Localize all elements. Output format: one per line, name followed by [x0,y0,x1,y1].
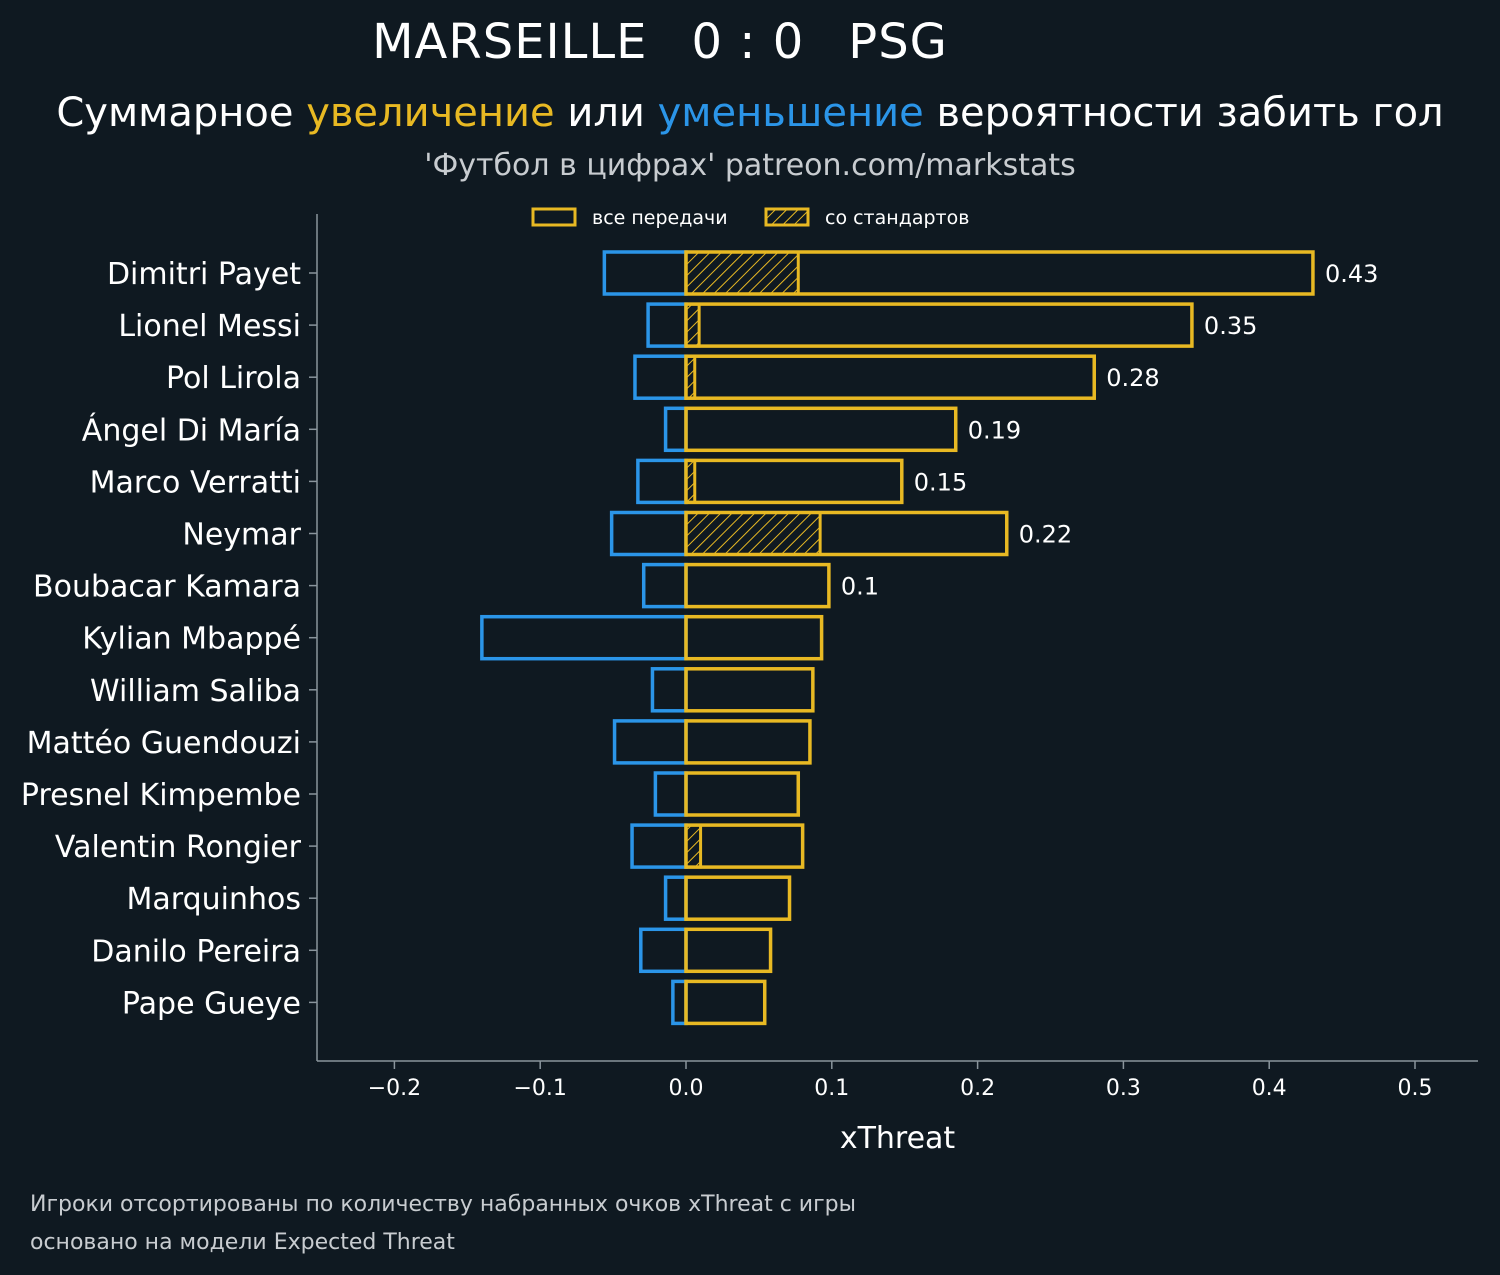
value-label: 0.28 [1106,364,1159,392]
decrease-bar [602,250,688,296]
chart-bars [480,250,1315,1026]
legend-label-set-pieces: со стандартов [825,207,969,229]
footnote-line-1: Игроки отсортированы по количеству набра… [30,1192,856,1217]
decrease-bar [641,562,688,609]
player-label: William Saliba [90,674,301,709]
set-piece-bar [684,250,800,296]
player-label: Valentin Rongier [55,830,302,865]
value-label: 0.43 [1325,260,1378,288]
decrease-bar [663,406,688,453]
increase-bar [684,458,904,505]
increase-bar [684,562,831,609]
player-label: Danilo Pereira [91,934,301,969]
decrease-bar [663,875,688,921]
source-credit: 'Футбол в цифрах' patreon.com/markstats [424,148,1076,183]
player-label: Pol Lirola [166,361,301,396]
increase-bar [684,354,1096,400]
legend-swatch-all-passes [531,207,577,227]
increase-bar [684,614,824,661]
player-label: Pape Gueye [122,986,301,1021]
increase-bar [684,719,812,765]
increase-bar [684,406,958,453]
increase-bar [684,927,773,974]
increase-bar [684,875,792,921]
value-label: 0.19 [968,416,1021,444]
player-label: Neymar [182,518,301,553]
player-label: Lionel Messi [118,309,301,344]
decrease-bar [609,510,688,557]
x-tick-label: 0.2 [960,1076,995,1101]
subtitle-text-1: Суммарное [56,90,307,136]
player-label: Ángel Di María [82,412,301,448]
subtitle-increase-word: увеличение [306,90,555,136]
decrease-bar [612,719,688,765]
player-label: Dimitri Payet [107,257,301,292]
decrease-bar [480,614,688,661]
value-label: 0.15 [914,468,967,496]
value-label: 0.1 [841,573,879,601]
player-label: Presnel Kimpembe [21,778,301,813]
decrease-bar [633,354,688,400]
decrease-bar [671,979,688,1026]
x-axis-label: xThreat [840,1121,956,1156]
footnote-line-2: основано на модели Expected Threat [30,1230,455,1255]
increase-bar [684,667,815,713]
subtitle-decrease-word: уменьшение [657,90,924,136]
decrease-bar [650,667,688,713]
set-piece-bar [684,511,822,556]
chart-axes: −0.2 −0.1 0.0 0.1 0.2 0.3 0.4 0.5 xThreat [309,214,1478,1156]
increase-bar [684,250,1315,296]
value-label: 0.35 [1204,312,1257,340]
increase-bar [684,302,1194,348]
decrease-bar [630,823,688,869]
x-tick-label: 0.0 [669,1076,704,1101]
footnote: Игроки отсортированы по количеству набра… [30,1186,856,1262]
x-tick-label: 0.1 [814,1076,849,1101]
increase-bar [684,823,805,869]
match-title: MARSEILLE 0 : 0 PSG [0,14,1320,70]
x-tick-label: −0.2 [368,1076,421,1101]
player-label: Mattéo Guendouzi [27,726,301,761]
x-tick-label: 0.5 [1398,1076,1433,1101]
legend-swatch-set-pieces [764,207,810,227]
decrease-bar [636,458,688,505]
score: 0 : 0 [691,14,805,70]
player-label: Marco Verratti [90,465,301,500]
decrease-bar [646,302,688,348]
increase-bar [684,510,1009,557]
chart-subtitle: Суммарное увеличение или уменьшение веро… [0,90,1500,136]
subtitle-text-2: или [554,90,658,136]
x-tick-label: 0.3 [1106,1076,1141,1101]
chart-labels: Dimitri Payet 0.43 Lionel Messi 0.35 Pol Lir… [21,257,1379,1021]
legend-label-all-passes: все передачи [592,207,728,229]
subtitle-text-3: вероятности забить гол [923,90,1444,136]
away-team: PSG [848,14,948,70]
player-label: Marquinhos [127,882,301,917]
decrease-bar [653,771,688,817]
decrease-bar [639,927,688,974]
chart-legend: все передачи со стандартов [531,207,969,229]
x-tick-label: −0.1 [513,1076,566,1101]
x-tick-label: 0.4 [1252,1076,1287,1101]
player-label: Boubacar Kamara [33,570,301,605]
increase-bar [684,979,767,1026]
increase-bar [684,771,801,817]
player-label: Kylian Mbappé [82,622,301,657]
set-piece-bar [684,302,701,348]
set-piece-bar [684,823,703,869]
value-label: 0.22 [1019,521,1072,549]
home-team: MARSEILLE [372,14,648,70]
